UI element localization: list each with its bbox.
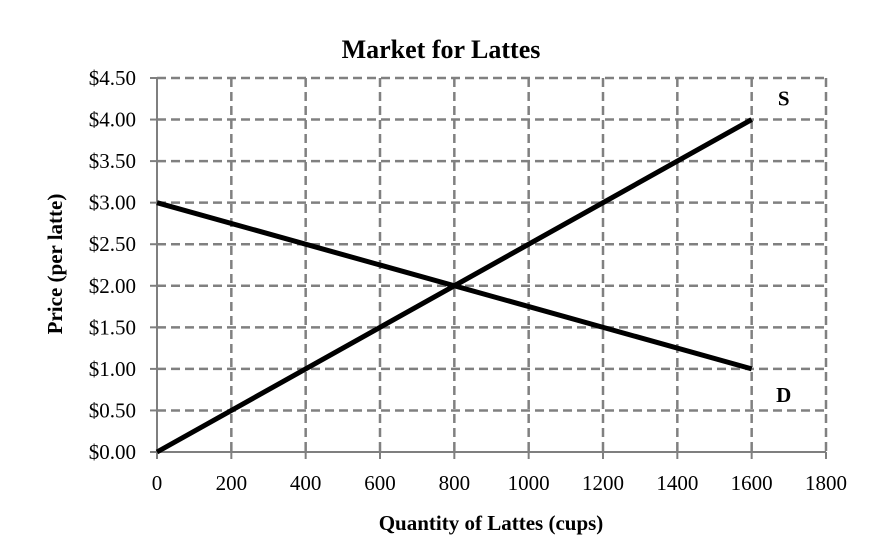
supply-label: S <box>778 87 790 111</box>
x-tick-label: 0 <box>152 471 163 495</box>
y-tick-label: $3.50 <box>89 149 136 173</box>
x-tick-label: 600 <box>364 471 396 495</box>
x-tick-label: 1800 <box>805 471 847 495</box>
y-tick-label: $2.00 <box>89 274 136 298</box>
y-tick-label: $1.00 <box>89 357 136 381</box>
series-labels: SD <box>776 87 791 407</box>
y-tick-label: $1.50 <box>89 315 136 339</box>
x-tick-label: 800 <box>439 471 471 495</box>
x-tick-label: 1600 <box>731 471 773 495</box>
x-axis-label: Quantity of Lattes (cups) <box>379 511 604 535</box>
grid <box>157 76 828 452</box>
y-tick-label: $4.50 <box>89 66 136 90</box>
y-tick-label: $3.00 <box>89 191 136 215</box>
demand-label: D <box>776 383 791 407</box>
y-tick-label: $4.00 <box>89 108 136 132</box>
x-tick-label: 1400 <box>656 471 698 495</box>
y-axis-label: Price (per latte) <box>43 194 67 335</box>
x-tick-label: 200 <box>216 471 248 495</box>
x-tick-label: 1000 <box>508 471 550 495</box>
y-tick-label: $0.50 <box>89 398 136 422</box>
x-axis-ticks: 0 200 400 600 800 1000 1200 1400 1600 1800 <box>152 452 847 495</box>
series-lines <box>155 117 753 455</box>
y-axis-ticks: $0.00 $0.50 $1.00 $1.50 $2.00 $2.50 $3.00 $3.50… <box>89 66 157 464</box>
y-tick-label: $2.50 <box>89 232 136 256</box>
demand-line <box>156 200 753 372</box>
x-tick-label: 400 <box>290 471 322 495</box>
chart-title: Market for Lattes <box>342 35 541 64</box>
x-tick-label: 1200 <box>582 471 624 495</box>
y-tick-label: $0.00 <box>89 440 136 464</box>
axes <box>156 78 826 453</box>
